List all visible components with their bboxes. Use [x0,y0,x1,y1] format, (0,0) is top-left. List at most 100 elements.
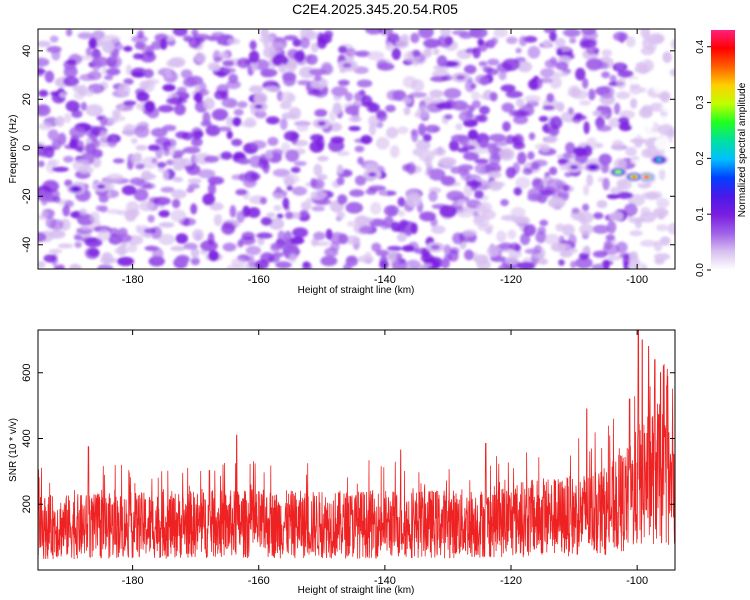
heatmap-cell [299,37,310,49]
heatmap-cell [144,100,156,113]
heatmap-cell [527,46,541,59]
heatmap-cell [92,30,105,40]
heatmap-cell [559,250,573,258]
heatmap-cell [203,97,215,111]
heatmap-cell [130,153,142,166]
heatmap-cell [285,211,294,220]
heatmap-cell [222,60,235,67]
heatmap-cell [92,157,102,169]
heatmap-cell [548,166,558,176]
heatmap-cell [38,144,47,157]
heatmap-cell [171,189,187,199]
heatmap-cell [619,110,636,119]
colorbar-label: Normalized spectral amplitude [737,82,748,217]
heatmap-cell [609,211,624,222]
heatmap-cell [546,93,555,103]
heatmap-cell [183,77,197,88]
heatmap-cell [583,121,590,135]
heatmap-cell [517,151,527,165]
heatmap-cell [38,104,51,117]
heatmap-cell [429,89,444,99]
heatmap-cell [658,168,666,181]
heatmap-cell [609,74,617,83]
heatmap-cell [450,166,462,174]
heatmap-cell [175,131,189,139]
heatmap-cell [463,151,480,161]
heatmap-cell [90,51,102,59]
heatmap-cell [290,236,305,245]
x-tick-label: -160 [248,575,270,587]
heatmap-cell [99,130,109,142]
heatmap-cell [389,145,400,159]
heatmap-cell [63,76,79,87]
heatmap-cell [158,222,175,228]
heatmap-cell [101,252,113,265]
heatmap-cell [248,255,255,268]
heatmap-cell [463,64,477,75]
heatmap-cell [549,116,563,130]
heatmap-cell [410,222,418,234]
heatmap-cell [474,214,485,225]
heatmap-cell [87,70,102,81]
heatmap-cell [383,205,400,217]
heatmap-cell [222,242,237,252]
heatmap-cell [62,204,70,217]
heatmap-cell [97,264,114,269]
heatmap-cell [375,249,389,257]
heatmap-cell [123,45,133,52]
heatmap-cell [629,84,642,95]
heatmap-cell [397,126,409,135]
heatmap-y-label: Frequency (Hz) [8,115,19,184]
heatmap-cell [449,139,460,152]
heatmap-cell [190,257,200,266]
heatmap-cell [465,180,483,188]
heatmap-cell [506,36,518,45]
heatmap-cell [498,71,507,81]
heatmap-cell [69,139,78,149]
heatmap-cell [385,43,395,51]
heatmap-cell [418,123,426,136]
heatmap-cell [142,173,156,180]
heatmap-cell [386,33,400,43]
heatmap-cell [617,70,634,78]
heatmap-cell [386,90,401,101]
heatmap-cell [557,158,570,164]
colorbar-tick-label: 0.3 [695,95,706,109]
heatmap-cell [97,230,110,242]
heatmap-y-axis: -40 -20 0 20 40 [21,45,675,253]
heatmap-cell [581,29,597,35]
heatmap-cell [221,97,238,108]
heatmap-cell [172,157,187,166]
heatmap-cell [271,54,289,67]
heatmap-cell [504,256,519,265]
heatmap-cell [625,146,637,157]
heatmap-cell [170,209,187,223]
heatmap-cell [582,246,590,254]
heatmap-cell [320,62,333,75]
heatmap-cell [38,232,47,243]
heatmap-cell [652,35,663,45]
snr-series-line [38,330,675,560]
heatmap-cell [304,31,319,38]
heatmap-cell [472,47,481,59]
heatmap-cell [65,29,73,37]
heatmap-cell [286,60,297,73]
heatmap-cell [291,186,308,196]
heatmap-hotspot [656,158,662,162]
heatmap-cell [214,90,226,100]
heatmap-cell [338,45,348,54]
heatmap-cell [139,80,150,90]
heatmap-cell [436,101,455,110]
heatmap-cell [629,121,644,128]
heatmap-cell [99,205,108,213]
heatmap-cell [502,121,511,132]
heatmap-cell [474,114,487,122]
heatmap-cell [538,115,549,122]
heatmap-field [38,29,675,269]
heatmap-hotspot [369,173,375,176]
heatmap-cell [162,124,177,132]
heatmap-cell [629,230,643,237]
heatmap-cell [399,219,409,227]
heatmap-cell [259,197,267,205]
heatmap-cell [366,51,385,61]
